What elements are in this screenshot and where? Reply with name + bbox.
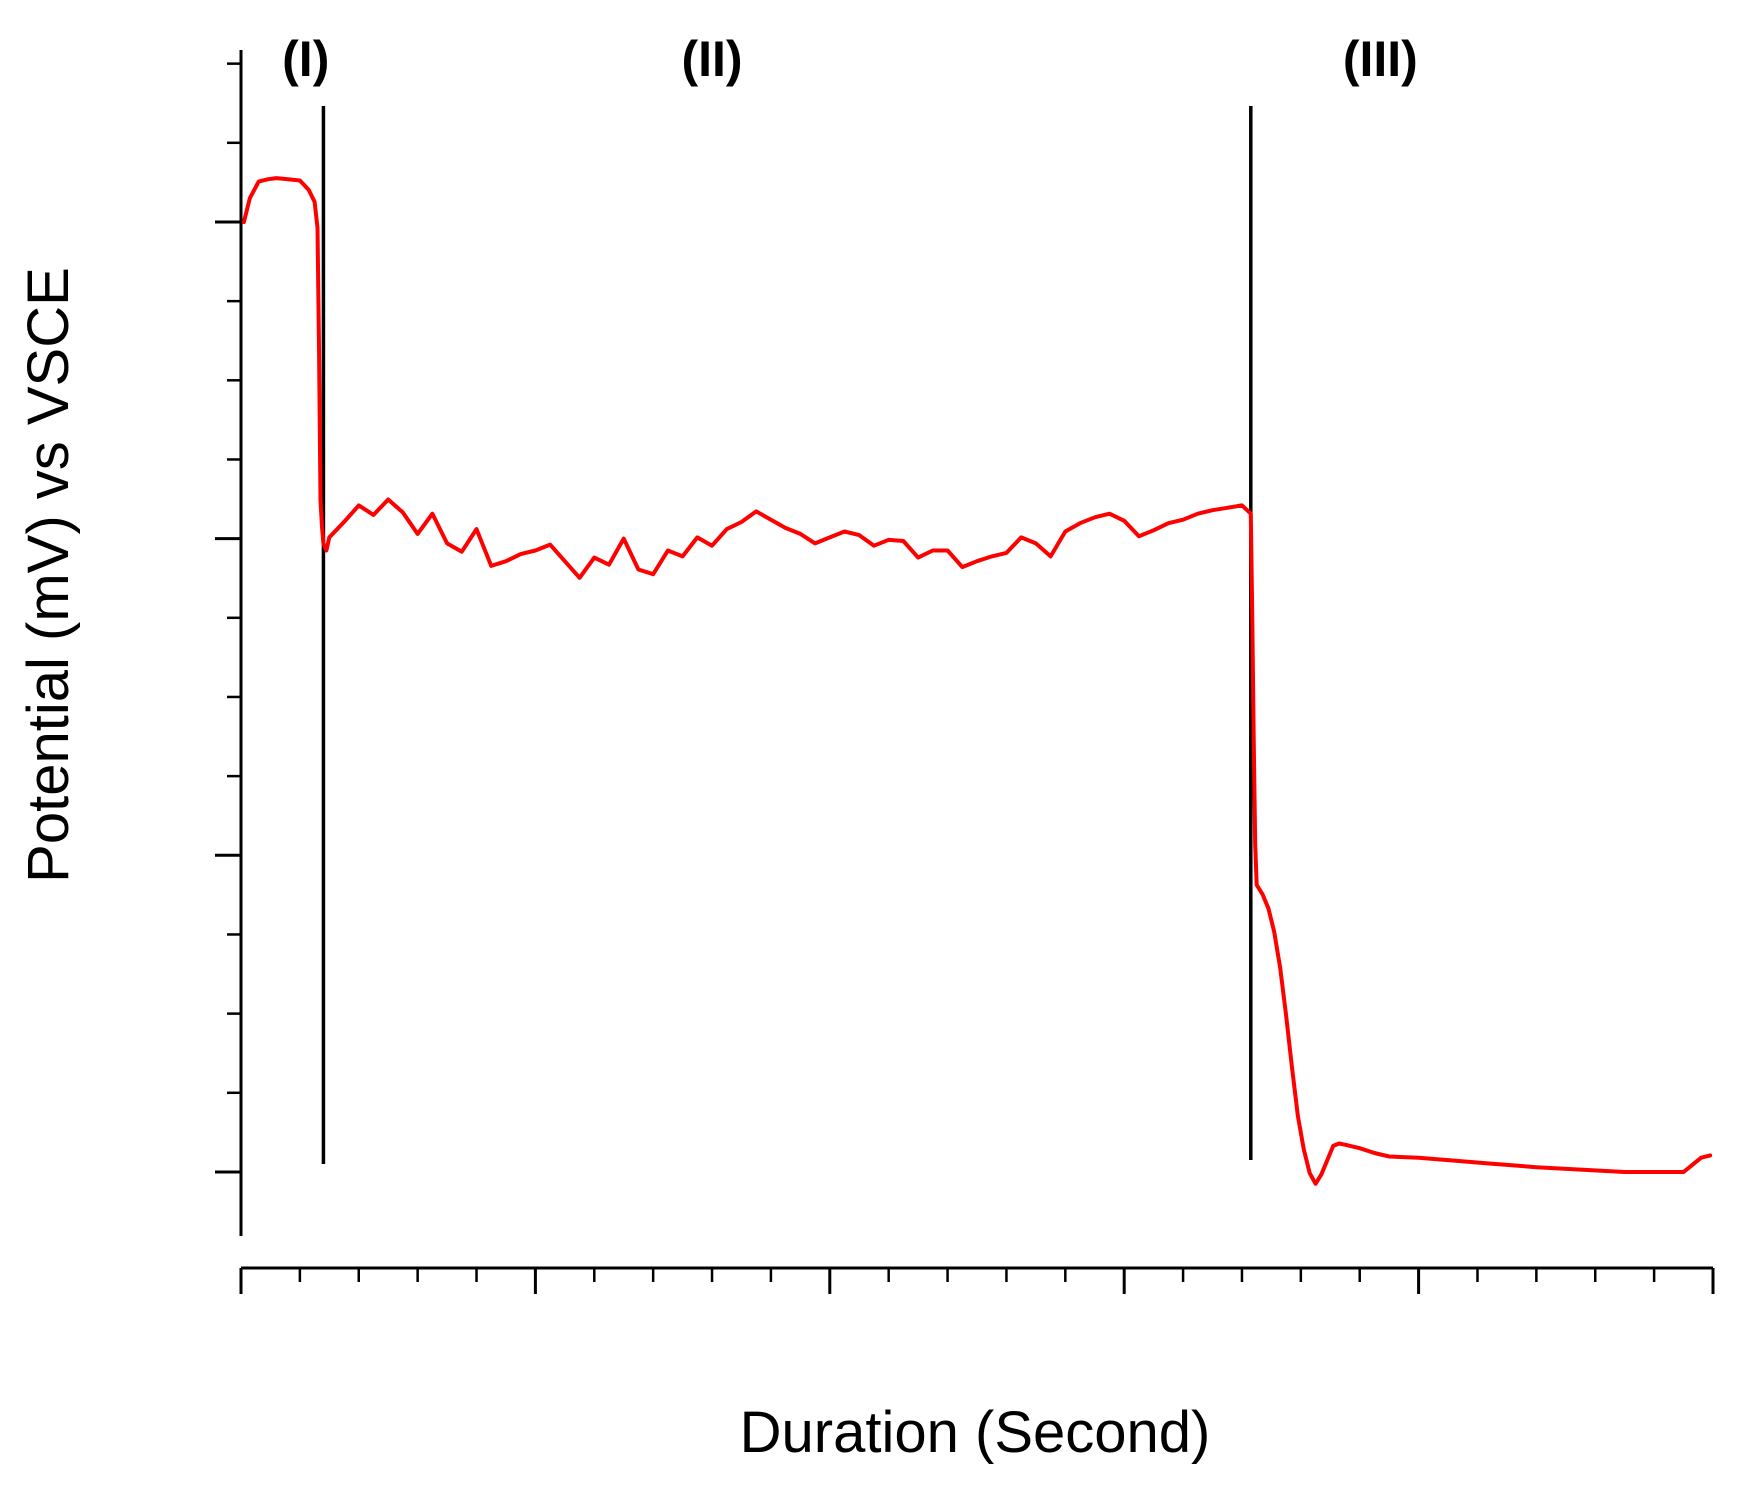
region-boundaries [321, 106, 1253, 1164]
y-axis [215, 50, 243, 1236]
y-axis-ticks [215, 62, 241, 1174]
region-label: (II) [681, 31, 742, 87]
series-line [241, 176, 1713, 1186]
x-axis [239, 1266, 1715, 1294]
region-labels: (I) (II) (III) [282, 31, 1418, 87]
series-group [241, 176, 1713, 1186]
y-axis-title: Potential (mV) vs VSCE [16, 267, 81, 883]
x-axis-ticks [239, 1268, 1715, 1294]
region-label: (I) [282, 31, 329, 87]
x-axis-title: Duration (Second) [740, 1400, 1211, 1465]
region-label: (III) [1343, 31, 1418, 87]
